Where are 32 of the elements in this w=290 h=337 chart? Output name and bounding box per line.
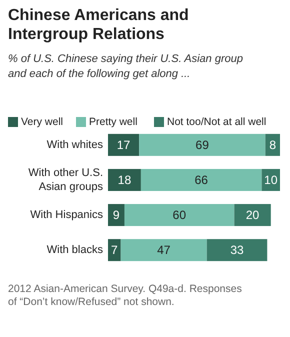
legend-label: Pretty well [89, 116, 138, 128]
y-tick-label: With Hispanics [30, 209, 104, 222]
y-tick-label: With other U.S. Asian groups [28, 166, 104, 193]
chart-subtitle: % of U.S. Chinese saying their U.S. Asian group and each of the following get along ... [8, 53, 243, 80]
y-tick-label: With whites [46, 138, 104, 151]
bar [139, 134, 266, 156]
data-label: 17 [116, 138, 131, 152]
bar [206, 239, 268, 262]
data-label: 18 [118, 172, 132, 187]
bar [124, 204, 234, 226]
data-label: 9 [112, 208, 120, 222]
data-label: 20 [246, 208, 260, 222]
legend-label: Very well [21, 116, 64, 128]
bar [108, 239, 121, 262]
data-label: 60 [172, 208, 186, 222]
bar [234, 204, 271, 226]
chart-title: Chinese Americans and Intergroup Relations [8, 7, 189, 43]
data-label: 8 [269, 138, 276, 152]
data-label: 10 [264, 172, 278, 187]
bar [108, 168, 141, 191]
data-label: 47 [157, 243, 171, 258]
bar [108, 134, 140, 156]
bar [120, 239, 207, 262]
y-tick-label: With blacks [46, 244, 104, 256]
text: 2012 Asian-American Survey. Q49a-d. Responses of “Don’t know/Refused” not shown. [8, 283, 242, 308]
data-label: 66 [194, 172, 208, 187]
data-label: 69 [196, 138, 210, 152]
legend-label: Not too/Not at all well [167, 116, 266, 128]
bar [108, 204, 124, 226]
data-label: 7 [111, 243, 118, 258]
data-label: 33 [230, 243, 244, 258]
bar [140, 168, 262, 191]
